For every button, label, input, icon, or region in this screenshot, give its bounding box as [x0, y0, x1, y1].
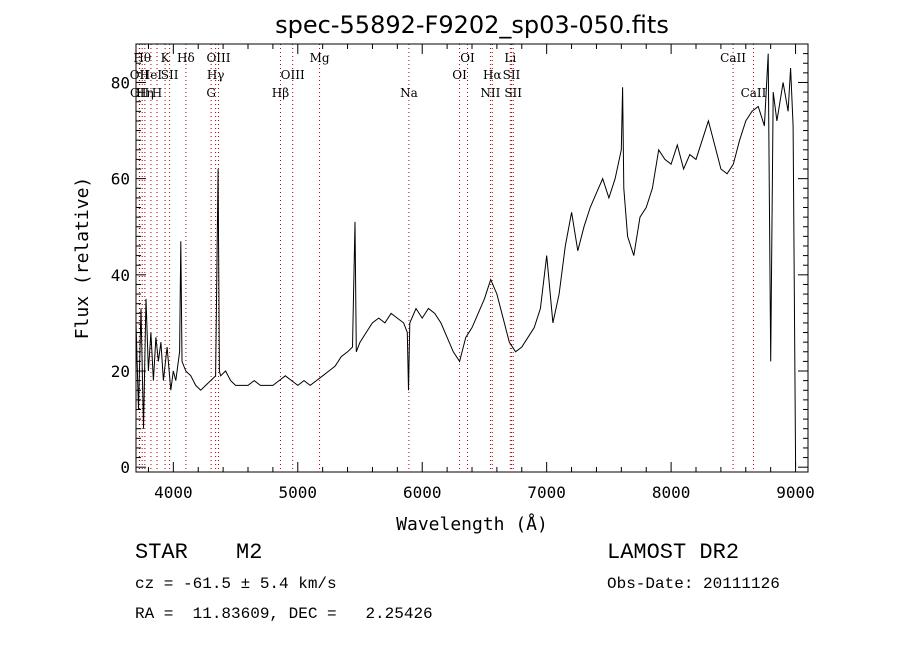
x-axis-label: Wavelength (Å): [396, 513, 548, 535]
line-marker-label: HeI: [140, 68, 163, 82]
line-marker-label: OII: [130, 68, 150, 82]
line-marker-label: Hη: [136, 86, 154, 100]
tick-labels: 4000 5000 6000 7000 8000 9000 0 20 40 60 80: [111, 73, 815, 502]
plot-frame: [135, 43, 809, 473]
y-tick-label: 0: [120, 458, 130, 477]
line-marker-label: Hα: [483, 68, 502, 82]
line-marker-label: Na: [400, 86, 418, 100]
line-marker-label: SII: [503, 68, 521, 82]
line-marker-label: G: [206, 86, 216, 100]
line-marker-label: OIII: [206, 51, 230, 65]
spectral-line-markers: [138, 44, 754, 472]
line-marker-label: CaII: [741, 86, 767, 100]
line-marker-label: SII: [504, 86, 522, 100]
x-tick-label: 8000: [652, 483, 691, 502]
line-marker-label: OI: [452, 68, 467, 82]
x-tick-label: 4000: [154, 483, 193, 502]
line-marker-label: Mg: [310, 51, 330, 65]
spectral-line-labels: OII OII Hθ Hη HeI H K SII Hδ G Hγ OIII Hβ OIII Mg Na OI O…: [130, 51, 767, 100]
y-tick-label: 80: [111, 73, 130, 92]
line-marker-label: Hβ: [272, 86, 289, 100]
redshift-info: cz = -61.5 ± 5.4 km/s: [135, 575, 337, 593]
obs-date: Obs-Date: 20111126: [607, 575, 780, 593]
y-tick-label: 40: [111, 266, 130, 285]
line-marker-label: Li: [504, 51, 516, 65]
object-subclass: M2: [236, 540, 263, 565]
axes: [135, 43, 809, 473]
line-marker-label: Hδ: [177, 51, 195, 65]
line-marker-label: OIII: [281, 68, 305, 82]
coordinates: RA = 11.83609, DEC = 2.25426: [135, 605, 433, 623]
chart-title: spec-55892-F9202_sp03-050.fits: [275, 11, 669, 39]
line-marker-label: SII: [161, 68, 179, 82]
x-tick-label: 5000: [279, 483, 318, 502]
y-axis-label: Flux (relative): [72, 177, 93, 340]
line-marker-label: Hγ: [207, 68, 225, 82]
x-tick-label: 9000: [776, 483, 815, 502]
survey-name: LAMOST DR2: [607, 540, 740, 565]
x-tick-label: 6000: [403, 483, 442, 502]
line-marker-label: OII: [130, 86, 150, 100]
line-marker-label: NII: [480, 86, 500, 100]
y-tick-label: 20: [111, 362, 130, 381]
spectrum-series-line: [135, 53, 797, 468]
line-marker-label: H: [152, 86, 162, 100]
x-tick-label: 7000: [527, 483, 566, 502]
object-class: STAR: [135, 540, 188, 565]
line-marker-label: Hθ: [133, 51, 151, 65]
line-marker-label: OI: [460, 51, 475, 65]
line-marker-label: K: [161, 51, 171, 65]
line-marker-label: CaII: [720, 51, 746, 65]
y-tick-label: 60: [111, 170, 130, 189]
